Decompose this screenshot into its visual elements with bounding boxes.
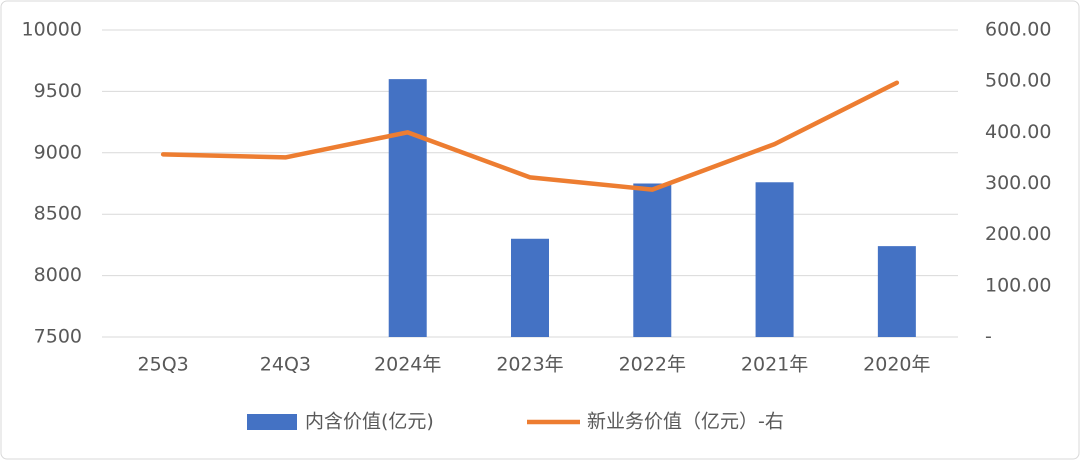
bar [511, 238, 549, 337]
y2-tick-label: - [985, 326, 992, 348]
x-tick-label: 2022年 [619, 354, 686, 376]
x-tick-label: 2021年 [741, 354, 808, 376]
y2-tick-label: 500.00 [985, 70, 1051, 92]
legend-swatch [247, 414, 297, 430]
x-tick-label: 25Q3 [138, 354, 189, 376]
y2-tick-label: 600.00 [985, 19, 1051, 41]
y-tick-label: 8500 [34, 203, 82, 225]
y-tick-label: 8000 [34, 264, 82, 286]
bar [633, 183, 672, 337]
y-tick-label: 9000 [34, 141, 82, 163]
x-tick-label: 2024年 [374, 354, 441, 376]
x-tick-label: 24Q3 [260, 354, 311, 376]
bar [388, 79, 427, 338]
legend-label: 内含价值(亿元) [305, 411, 434, 433]
legend-label: 新业务价值（亿元）-右 [587, 411, 784, 433]
y-tick-label: 10000 [22, 19, 82, 41]
y2-tick-label: 400.00 [985, 121, 1051, 143]
y2-tick-label: 200.00 [985, 223, 1051, 245]
bar [877, 246, 916, 337]
y2-tick-label: 100.00 [985, 274, 1051, 296]
x-tick-label: 2023年 [496, 354, 563, 376]
y-tick-label: 7500 [34, 326, 82, 348]
x-tick-label: 2020年 [863, 354, 930, 376]
bar [755, 182, 794, 337]
y-tick-label: 9500 [34, 80, 82, 102]
y2-tick-label: 300.00 [985, 172, 1051, 194]
line [160, 80, 900, 192]
